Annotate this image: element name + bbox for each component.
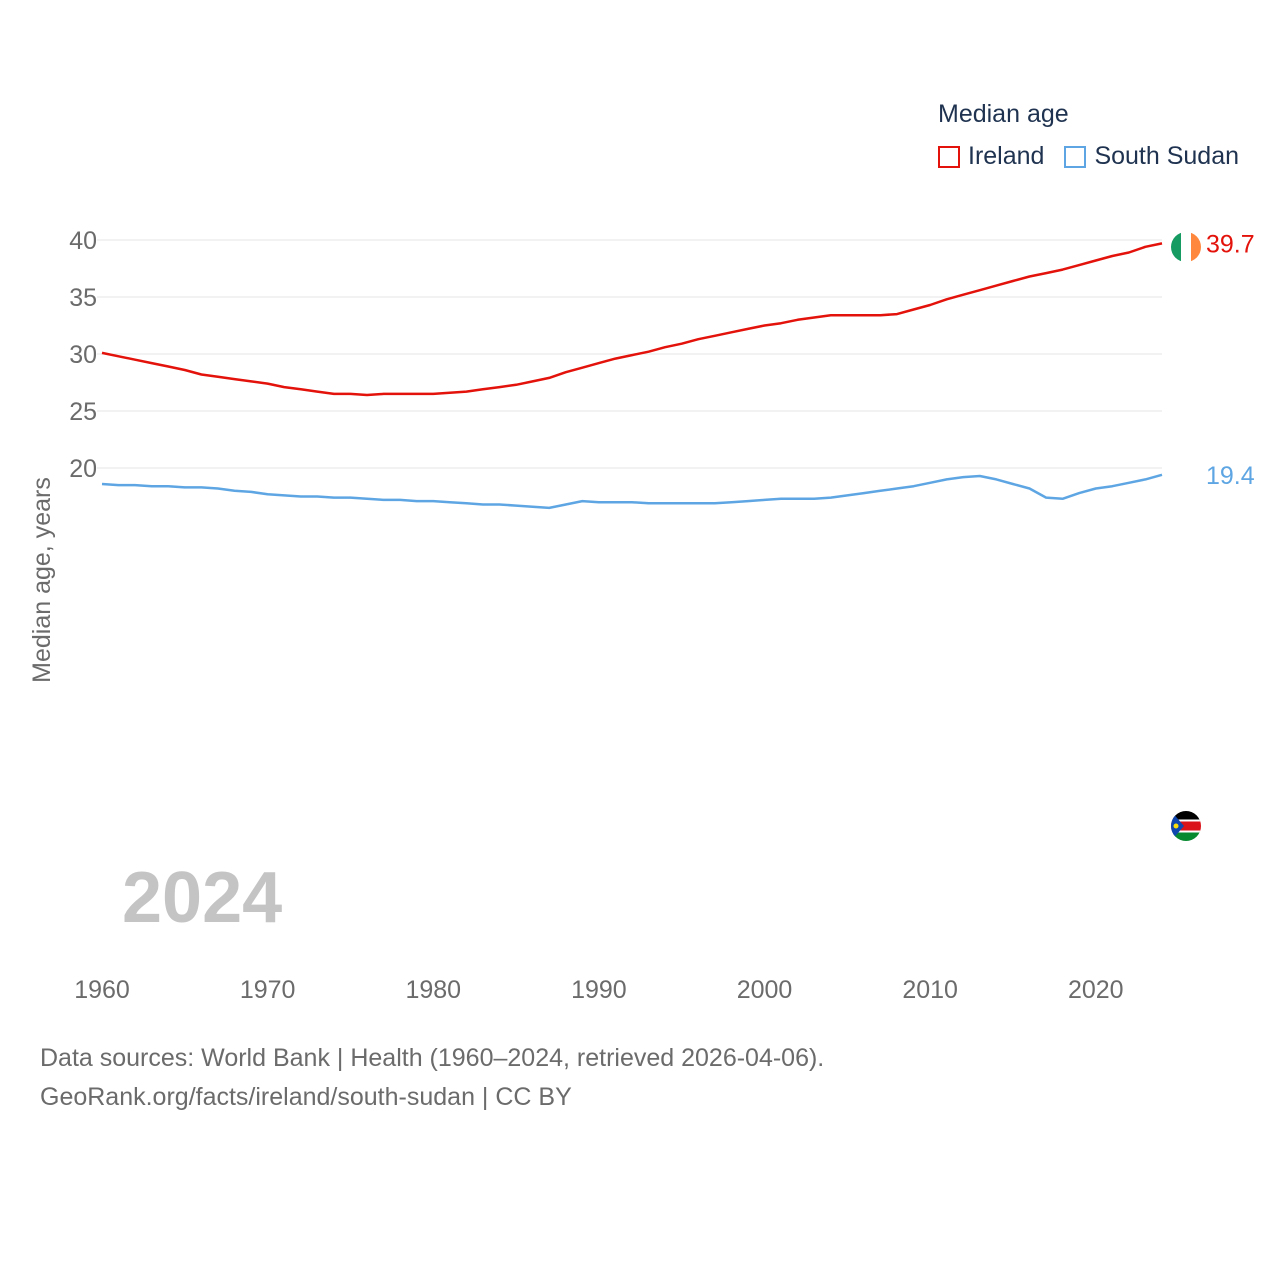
- gridlines: [97, 239, 1162, 469]
- x-tick-label: 1980: [405, 976, 461, 1004]
- footer-sources: Data sources: World Bank | Health (1960–…: [40, 1044, 825, 1072]
- legend-label-south-sudan: South Sudan: [1094, 142, 1240, 170]
- legend-swatch-ireland: [938, 145, 960, 168]
- x-tick-label: 2010: [902, 976, 958, 1004]
- ireland-flag-icon: [1171, 232, 1201, 262]
- legend: Ireland South Sudan: [938, 142, 1259, 171]
- legend-label-ireland: Ireland: [968, 142, 1045, 170]
- series-lines: [101, 242, 1163, 510]
- y-tick-label: 30: [69, 341, 97, 369]
- series-line-south-sudan[interactable]: [101, 473, 1163, 510]
- y-tick-label: 40: [69, 227, 97, 255]
- y-tick-label: 35: [69, 284, 97, 312]
- south-sudan-flag-icon: [1171, 811, 1201, 841]
- x-axis-ticks: 1960 1970 1980 1990 2000 2010 2020: [74, 976, 1123, 1004]
- y-tick-label: 25: [69, 398, 97, 426]
- legend-swatch-south-sudan: [1064, 145, 1087, 168]
- x-tick-label: 1960: [74, 976, 130, 1004]
- footer-credit[interactable]: GeoRank.org/facts/ireland/south-sudan | …: [40, 1083, 572, 1111]
- x-tick-label: 2020: [1068, 976, 1124, 1004]
- legend-item-south-sudan[interactable]: South Sudan: [1064, 142, 1239, 171]
- end-labels: 39.7 19.4: [1206, 230, 1255, 489]
- legend-item-ireland[interactable]: Ireland: [938, 142, 1044, 171]
- y-axis-ticks: 20 25 30 35 40: [69, 227, 97, 483]
- y-tick-label: 20: [69, 455, 97, 483]
- legend-title: Median age: [938, 100, 1069, 128]
- end-label-ireland: 39.7: [1206, 230, 1255, 258]
- x-tick-label: 1990: [571, 976, 627, 1004]
- end-label-south-sudan: 19.4: [1206, 462, 1255, 490]
- series-line-ireland[interactable]: [101, 242, 1163, 397]
- x-tick-label: 1970: [240, 976, 296, 1004]
- y-axis-label: Median age, years: [28, 477, 56, 683]
- x-tick-label: 2000: [737, 976, 793, 1004]
- year-watermark: 2024: [122, 858, 282, 938]
